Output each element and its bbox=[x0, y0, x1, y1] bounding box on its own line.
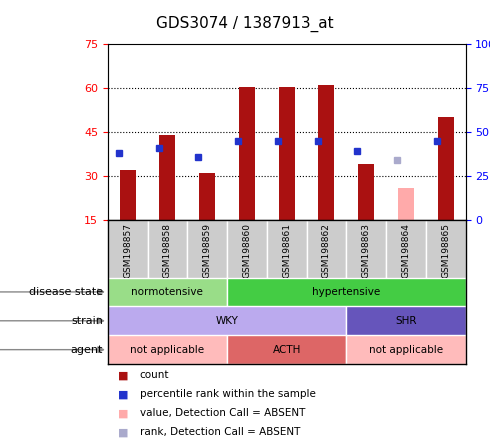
Text: GSM198865: GSM198865 bbox=[441, 223, 450, 278]
Bar bbox=[227, 278, 466, 306]
Text: GSM198859: GSM198859 bbox=[203, 223, 212, 278]
Text: ■: ■ bbox=[118, 428, 128, 437]
Text: GSM198861: GSM198861 bbox=[282, 223, 291, 278]
Bar bbox=[358, 164, 374, 220]
Text: ACTH: ACTH bbox=[272, 345, 301, 355]
Bar bbox=[426, 220, 466, 278]
Bar bbox=[386, 220, 426, 278]
Text: WKY: WKY bbox=[216, 316, 239, 326]
Text: GSM198857: GSM198857 bbox=[123, 223, 132, 278]
Text: agent: agent bbox=[71, 345, 103, 355]
Text: SHR: SHR bbox=[395, 316, 416, 326]
Bar bbox=[267, 220, 307, 278]
Bar bbox=[318, 85, 334, 220]
Bar bbox=[159, 135, 175, 220]
Text: GSM198863: GSM198863 bbox=[362, 223, 370, 278]
Bar bbox=[147, 220, 187, 278]
Text: value, Detection Call = ABSENT: value, Detection Call = ABSENT bbox=[140, 408, 305, 418]
Bar bbox=[199, 173, 215, 220]
Bar bbox=[227, 335, 346, 364]
Bar bbox=[398, 188, 414, 220]
Text: ■: ■ bbox=[118, 389, 128, 399]
Text: disease state: disease state bbox=[29, 287, 103, 297]
Bar bbox=[346, 220, 386, 278]
Bar bbox=[108, 220, 147, 278]
Text: GDS3074 / 1387913_at: GDS3074 / 1387913_at bbox=[156, 16, 334, 32]
Text: count: count bbox=[140, 370, 169, 380]
Bar bbox=[307, 220, 346, 278]
Text: ■: ■ bbox=[118, 408, 128, 418]
Text: normotensive: normotensive bbox=[131, 287, 203, 297]
Bar bbox=[279, 87, 294, 220]
Bar bbox=[438, 118, 454, 220]
Bar bbox=[239, 87, 255, 220]
Text: GSM198864: GSM198864 bbox=[401, 223, 411, 278]
Bar bbox=[120, 170, 136, 220]
Text: strain: strain bbox=[71, 316, 103, 326]
Bar bbox=[108, 306, 346, 335]
Bar bbox=[108, 278, 227, 306]
Text: not applicable: not applicable bbox=[369, 345, 443, 355]
Text: hypertensive: hypertensive bbox=[312, 287, 380, 297]
Text: GSM198858: GSM198858 bbox=[163, 223, 172, 278]
Bar bbox=[187, 220, 227, 278]
Text: percentile rank within the sample: percentile rank within the sample bbox=[140, 389, 316, 399]
Text: GSM198862: GSM198862 bbox=[322, 223, 331, 278]
Bar bbox=[108, 335, 227, 364]
Text: ■: ■ bbox=[118, 370, 128, 380]
Bar bbox=[227, 220, 267, 278]
Text: GSM198860: GSM198860 bbox=[243, 223, 251, 278]
Bar bbox=[346, 335, 466, 364]
Bar bbox=[346, 306, 466, 335]
Text: rank, Detection Call = ABSENT: rank, Detection Call = ABSENT bbox=[140, 428, 300, 437]
Text: not applicable: not applicable bbox=[130, 345, 204, 355]
